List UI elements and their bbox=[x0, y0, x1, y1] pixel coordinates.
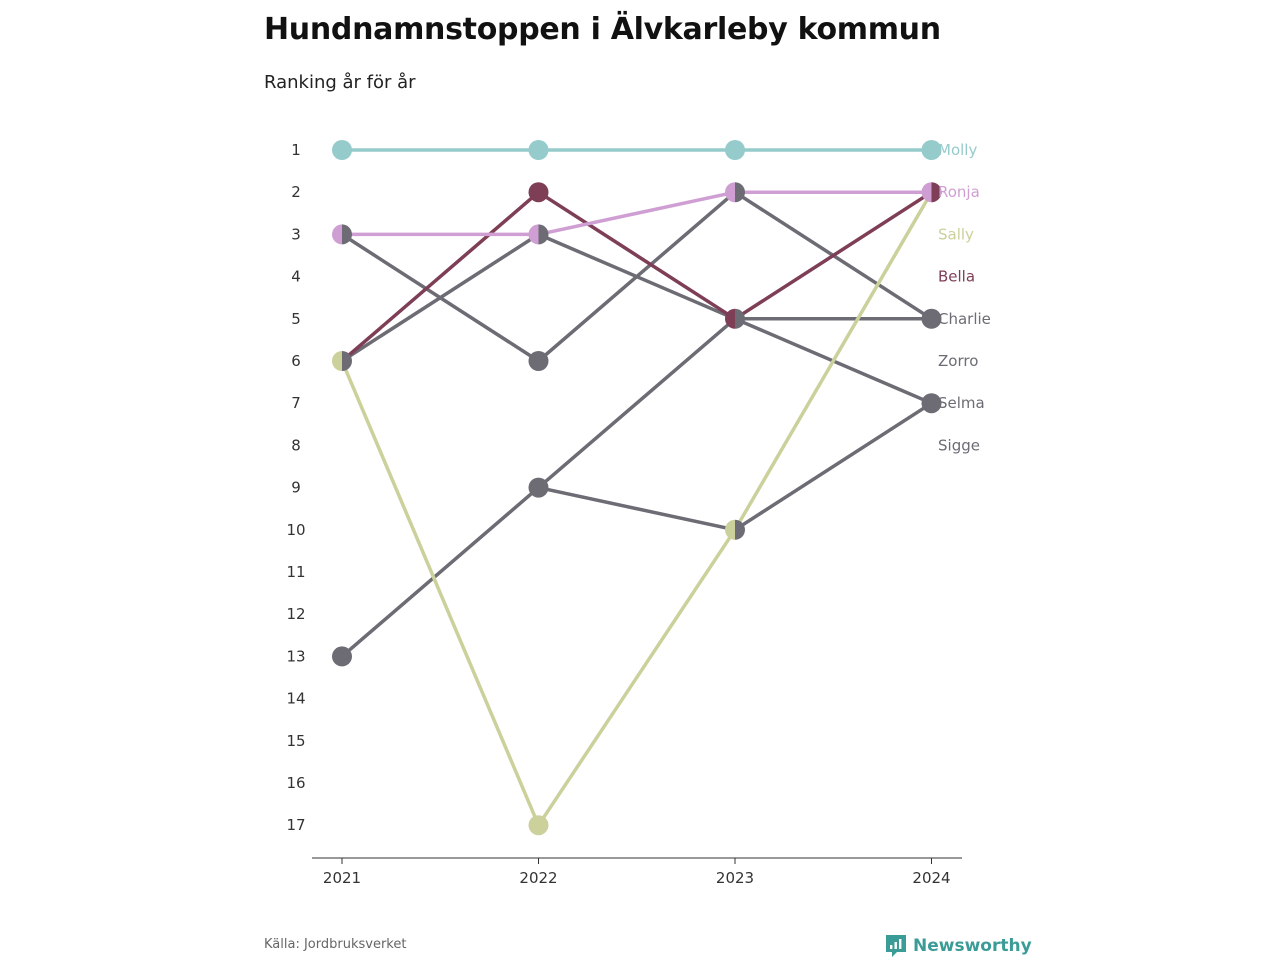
series-points bbox=[332, 140, 942, 836]
y-tick-label: 17 bbox=[286, 816, 305, 834]
source-note: Källa: Jordbruksverket bbox=[264, 937, 407, 952]
newsworthy-logo-icon bbox=[886, 935, 906, 957]
point-half-left bbox=[332, 351, 342, 371]
point-molly-2022 bbox=[528, 140, 549, 160]
logo-text: Newsworthy bbox=[913, 936, 1032, 956]
point-charlie-zorro-2024 bbox=[921, 308, 942, 329]
point-half-right bbox=[538, 224, 549, 245]
point-half-left bbox=[332, 224, 342, 245]
point-selma-sigge-2022 bbox=[528, 477, 549, 498]
y-tick-label: 9 bbox=[291, 479, 301, 497]
x-tick-label: 2021 bbox=[323, 869, 361, 887]
series-label-zorro: Zorro bbox=[938, 352, 978, 370]
series-label-ronja: Ronja bbox=[938, 183, 980, 201]
chart-subtitle: Ranking år för år bbox=[264, 72, 416, 93]
point-sally-2022 bbox=[528, 815, 549, 836]
point-half-right bbox=[735, 308, 745, 329]
point-half-left bbox=[528, 224, 539, 245]
point-half-left bbox=[725, 308, 735, 329]
x-tick-label: 2022 bbox=[519, 869, 557, 887]
point-molly-2021 bbox=[332, 140, 352, 160]
point-selma-sigge-2024 bbox=[921, 393, 942, 414]
series-label-charlie: Charlie bbox=[938, 310, 991, 328]
point-bella-zorro-selma-2023 bbox=[725, 308, 745, 329]
series-label-sally: Sally bbox=[938, 225, 974, 243]
point-ronja-zorro-2022 bbox=[528, 224, 549, 245]
point-ronja-charlie-2021 bbox=[332, 224, 352, 245]
y-tick-label: 16 bbox=[286, 774, 305, 792]
series-line-sigge bbox=[536, 401, 934, 532]
y-tick-label: 12 bbox=[286, 605, 305, 623]
x-tick-label: 2024 bbox=[912, 869, 950, 887]
y-tick-label: 5 bbox=[291, 310, 301, 328]
series-line-selma bbox=[340, 317, 934, 659]
point-half-left bbox=[725, 182, 735, 203]
point-ronja-sally-bella-2024 bbox=[921, 182, 942, 203]
y-tick-label: 6 bbox=[291, 352, 301, 370]
point-half-right bbox=[342, 224, 352, 245]
point-ronja-charlie-2023 bbox=[725, 182, 745, 203]
y-tick-label: 2 bbox=[291, 183, 301, 201]
point-molly-2024 bbox=[921, 140, 942, 160]
y-tick-label: 10 bbox=[286, 521, 305, 539]
series-label-sigge: Sigge bbox=[938, 436, 980, 454]
point-half-right bbox=[735, 519, 745, 540]
series-label-molly: Molly bbox=[938, 141, 977, 159]
series-line-zorro bbox=[340, 232, 934, 363]
point-half-right bbox=[735, 182, 745, 203]
series-lines bbox=[340, 148, 934, 827]
y-tick-label: 3 bbox=[291, 225, 301, 243]
point-sally-sigge-2023 bbox=[725, 519, 745, 540]
y-tick-label: 7 bbox=[291, 394, 301, 412]
y-tick-label: 13 bbox=[286, 647, 305, 665]
point-molly-2023 bbox=[725, 140, 745, 160]
y-tick-label: 14 bbox=[286, 690, 305, 708]
point-half-right bbox=[342, 351, 352, 371]
y-tick-label: 4 bbox=[291, 268, 301, 286]
point-selma-2021 bbox=[332, 646, 352, 667]
chart-title: Hundnamnstoppen i Älvkarleby kommun bbox=[264, 12, 941, 47]
point-half-left bbox=[921, 182, 932, 203]
point-half-left bbox=[725, 519, 735, 540]
point-bella-2022 bbox=[528, 182, 549, 203]
series-line-bella bbox=[340, 190, 934, 363]
y-tick-label: 15 bbox=[286, 732, 305, 750]
point-charlie-2022 bbox=[528, 351, 549, 371]
x-tick-label: 2023 bbox=[716, 869, 754, 887]
series-labels: Molly Ronja Sally Bella Charlie Zorro Selma Sig… bbox=[938, 141, 991, 454]
y-tick-label: 11 bbox=[286, 563, 305, 581]
series-label-selma: Selma bbox=[938, 394, 985, 412]
x-axis-ticks: 2021 2022 2023 2024 bbox=[323, 858, 951, 887]
point-sally-bella-zorro-2021 bbox=[332, 351, 352, 371]
y-tick-label: 8 bbox=[291, 436, 301, 454]
point-half-right bbox=[931, 182, 942, 203]
brand-logo: Newsworthy bbox=[885, 934, 1032, 958]
y-tick-label: 1 bbox=[291, 141, 301, 159]
series-line-ronja bbox=[340, 190, 934, 237]
series-label-bella: Bella bbox=[938, 268, 975, 286]
series-line-sally bbox=[340, 190, 934, 827]
